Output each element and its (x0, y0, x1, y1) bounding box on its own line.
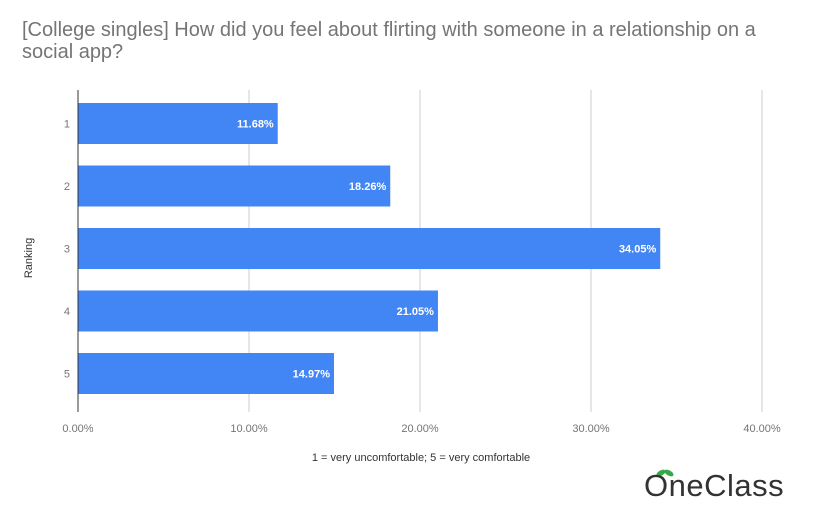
x-tick-label: 10.00% (230, 423, 268, 435)
bars: 11.68% 18.26% 34.05% 21.05% 14.97% (78, 103, 661, 394)
chart-title: [College singles] How did you feel about… (22, 19, 756, 63)
oneclass-logo: OneClass (644, 466, 804, 510)
category-label: 5 (64, 369, 70, 381)
category-label: 1 (64, 119, 70, 131)
bar-value-label: 14.97% (293, 369, 331, 381)
category-labels: 1 2 3 4 5 (64, 119, 70, 381)
bar (78, 353, 334, 394)
logo-text: OneClass (644, 468, 785, 503)
x-tick-label: 40.00% (743, 423, 781, 435)
x-tick-labels: 0.00% 10.00% 20.00% 30.00% 40.00% (62, 423, 780, 435)
x-tick-label: 20.00% (401, 423, 439, 435)
bar-value-label: 18.26% (349, 181, 387, 193)
category-label: 4 (64, 306, 70, 318)
x-axis-label: 1 = very uncomfortable; 5 = very comfort… (312, 452, 530, 464)
bar (78, 165, 391, 207)
bar-value-label: 34.05% (619, 244, 657, 256)
y-axis-label: Ranking (23, 238, 35, 278)
bar-value-label: 21.05% (397, 306, 435, 318)
bar (78, 228, 661, 269)
x-tick-label: 30.00% (572, 423, 610, 435)
x-tick-label: 0.00% (62, 423, 93, 435)
leaf-icon (656, 469, 674, 477)
category-label: 3 (64, 244, 70, 256)
bar (78, 103, 278, 144)
bar-value-label: 11.68% (237, 119, 274, 131)
bar (78, 290, 438, 332)
category-label: 2 (64, 181, 70, 193)
